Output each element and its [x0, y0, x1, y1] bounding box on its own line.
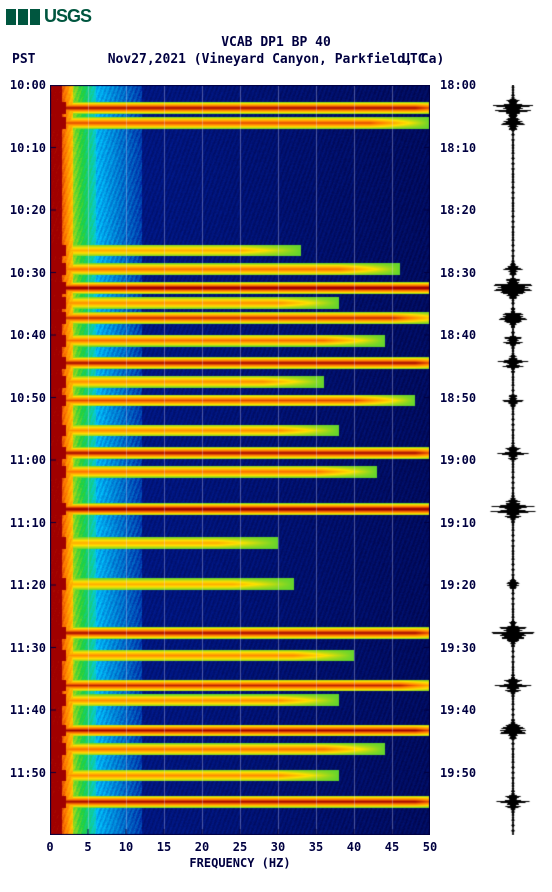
y-tick-utc: 19:40 [440, 703, 476, 717]
y-tick-utc: 18:40 [440, 328, 476, 342]
y-tick-utc: 19:00 [440, 453, 476, 467]
y-tick-pst: 10:20 [0, 203, 46, 217]
y-tick-pst: 11:40 [0, 703, 46, 717]
logo-bar [30, 9, 40, 25]
x-tick: 40 [347, 840, 361, 854]
logo-mark [6, 9, 40, 25]
usgs-logo: USGS [6, 6, 91, 27]
x-tick: 25 [233, 840, 247, 854]
seismogram-canvas [478, 85, 548, 835]
y-tick-pst: 11:00 [0, 453, 46, 467]
chart-title: VCAB DP1 BP 40 [0, 35, 552, 50]
chart-subtitle: Nov27,2021 (Vineyard Canyon, Parkfield, … [0, 52, 552, 67]
y-tick-pst: 11:20 [0, 578, 46, 592]
y-tick-pst: 11:50 [0, 766, 46, 780]
y-tick-utc: 19:20 [440, 578, 476, 592]
tz-label-utc: UTC [402, 52, 425, 67]
y-tick-utc: 19:10 [440, 516, 476, 530]
tz-label-pst: PST [12, 52, 35, 67]
y-tick-utc: 19:30 [440, 641, 476, 655]
x-tick: 5 [84, 840, 91, 854]
y-axis-utc: 18:0018:1018:2018:3018:4018:5019:0019:10… [432, 85, 482, 835]
y-tick-pst: 11:10 [0, 516, 46, 530]
spectrogram-area [50, 85, 430, 855]
y-tick-pst: 10:10 [0, 141, 46, 155]
logo-bar [6, 9, 16, 25]
y-tick-pst: 10:00 [0, 78, 46, 92]
y-tick-pst: 11:30 [0, 641, 46, 655]
x-tick: 10 [119, 840, 133, 854]
logo-text: USGS [44, 6, 91, 27]
y-tick-utc: 18:10 [440, 141, 476, 155]
logo-bar [18, 9, 28, 25]
x-tick: 20 [195, 840, 209, 854]
x-tick: 45 [385, 840, 399, 854]
y-tick-pst: 10:30 [0, 266, 46, 280]
y-axis-pst: 10:0010:1010:2010:3010:4010:5011:0011:10… [0, 85, 48, 835]
x-tick: 50 [423, 840, 437, 854]
y-tick-pst: 10:50 [0, 391, 46, 405]
y-tick-utc: 19:50 [440, 766, 476, 780]
y-tick-utc: 18:00 [440, 78, 476, 92]
y-tick-utc: 18:50 [440, 391, 476, 405]
y-tick-pst: 10:40 [0, 328, 46, 342]
x-tick: 35 [309, 840, 323, 854]
y-tick-utc: 18:30 [440, 266, 476, 280]
x-axis-label: FREQUENCY (HZ) [50, 856, 430, 870]
x-tick: 15 [157, 840, 171, 854]
y-tick-utc: 18:20 [440, 203, 476, 217]
x-tick: 30 [271, 840, 285, 854]
spectrogram-canvas [50, 85, 430, 835]
x-tick: 0 [46, 840, 53, 854]
